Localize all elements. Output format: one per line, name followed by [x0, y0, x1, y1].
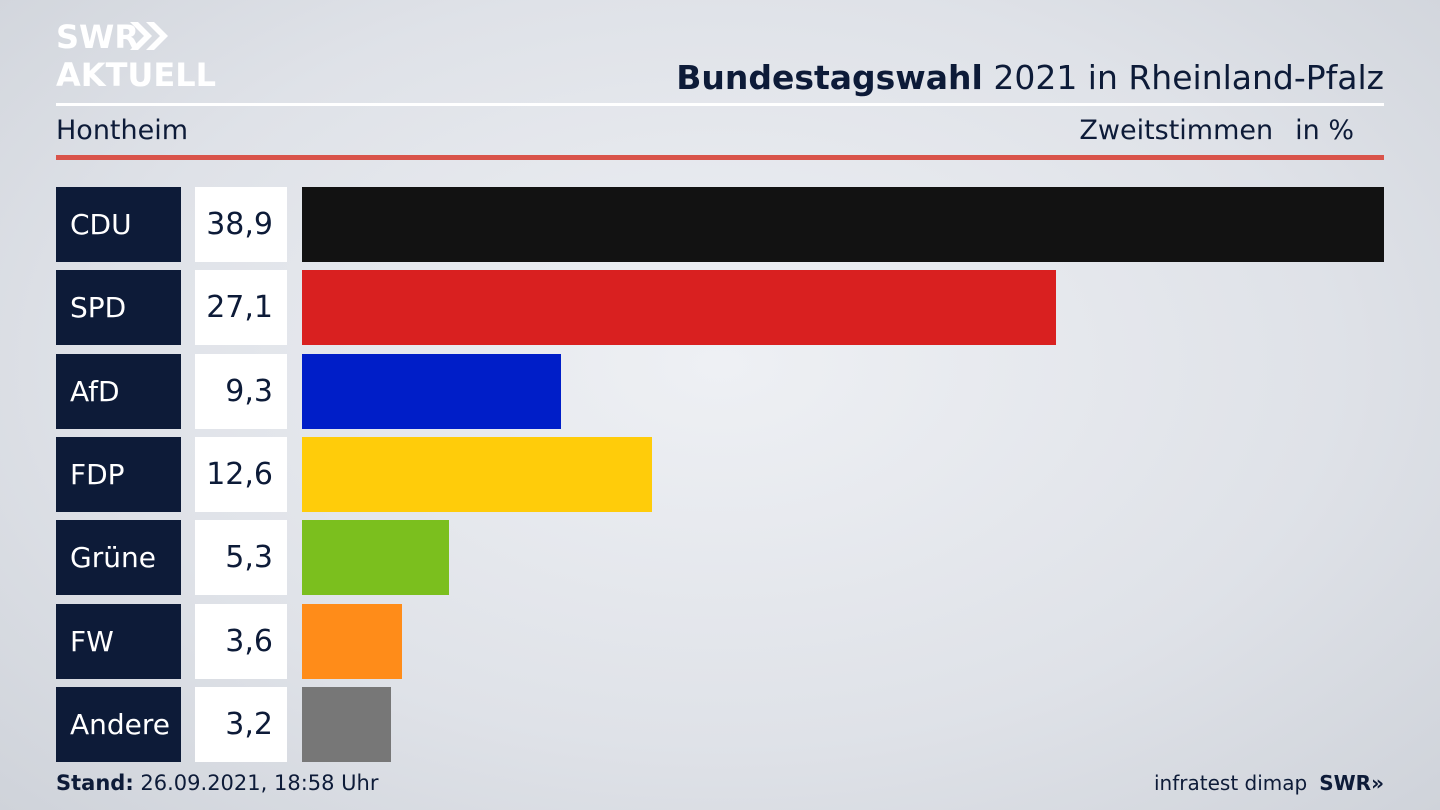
bar	[302, 686, 391, 762]
swr-aktuell-logo: SWR AKTUELL	[56, 14, 226, 94]
bar	[302, 270, 1056, 346]
bar	[302, 520, 449, 596]
party-label: SPD	[56, 270, 181, 346]
chart-row: Andere 3,2	[56, 686, 1384, 762]
party-label: CDU	[56, 187, 181, 262]
value-label: 3,2	[195, 686, 287, 762]
svg-text:SWR: SWR	[56, 18, 139, 56]
value-label: 12,6	[195, 436, 287, 512]
value-label: 38,9	[195, 187, 287, 262]
chart-row: CDU 38,9	[56, 187, 1384, 262]
chart-row: FDP 12,6	[56, 436, 1384, 512]
bar	[302, 187, 1384, 262]
title-bold: Bundestagswahl	[676, 58, 983, 97]
value-label: 27,1	[195, 270, 287, 346]
vote-type: Zweitstimmen	[1079, 115, 1274, 146]
party-label: Grüne	[56, 520, 181, 596]
vote-type-label: Zweitstimmen in %	[1079, 115, 1354, 146]
chart-row: FW 3,6	[56, 603, 1384, 679]
party-label: FW	[56, 603, 181, 679]
chart-row: AfD 9,3	[56, 353, 1384, 429]
bar-chart: CDU 38,9 SPD 27,1 AfD 9,3 FDP 12,6 Grüne 5,3 FW 3,6…	[56, 187, 1384, 762]
value-label: 9,3	[195, 353, 287, 429]
title-rest: 2021 in Rheinland-Pfalz	[982, 58, 1384, 97]
stand-value: 26.09.2021, 18:58 Uhr	[133, 771, 379, 795]
header-divider	[56, 103, 1384, 106]
bar	[302, 603, 402, 679]
party-label: AfD	[56, 353, 181, 429]
accent-divider	[56, 155, 1384, 160]
location-label: Hontheim	[56, 115, 189, 146]
value-label: 5,3	[195, 520, 287, 596]
footer-swr-logo: SWR»	[1319, 771, 1384, 795]
stand-label: Stand:	[56, 771, 134, 795]
bar	[302, 353, 561, 429]
chart-row: Grüne 5,3	[56, 520, 1384, 596]
chart-row: SPD 27,1	[56, 270, 1384, 346]
value-label: 3,6	[195, 603, 287, 679]
unit-label: in %	[1295, 115, 1354, 146]
source-credit: infratest dimap SWR»	[1154, 771, 1384, 795]
svg-text:AKTUELL: AKTUELL	[56, 56, 216, 94]
bar	[302, 436, 652, 512]
timestamp: Stand: 26.09.2021, 18:58 Uhr	[56, 771, 379, 795]
party-label: Andere	[56, 686, 181, 762]
chart-title: Bundestagswahl 2021 in Rheinland-Pfalz	[676, 58, 1384, 97]
party-label: FDP	[56, 436, 181, 512]
source-label: infratest dimap	[1154, 771, 1308, 795]
